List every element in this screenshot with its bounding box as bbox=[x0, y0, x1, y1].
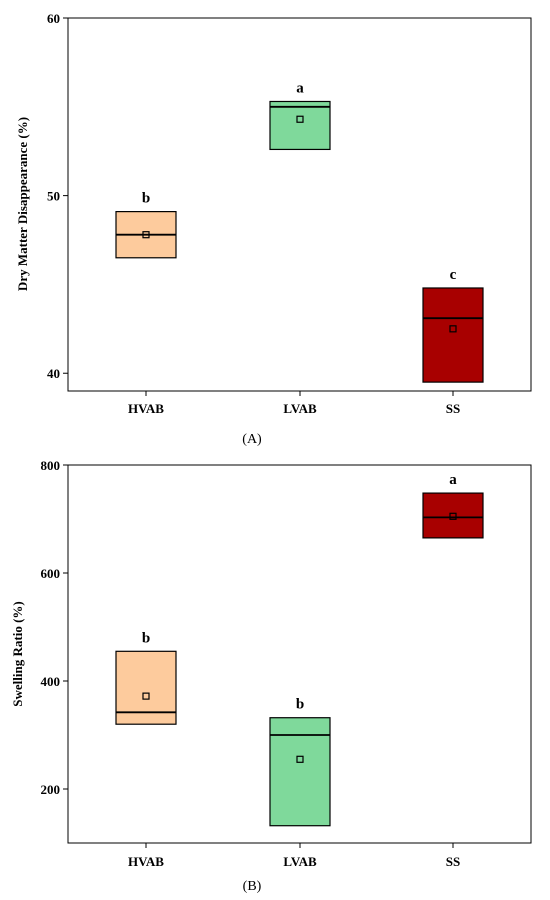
y-tick-label-b-1: 400 bbox=[41, 674, 61, 689]
panel-label-b: (B) bbox=[243, 879, 262, 894]
panel-b: Swelling Ratio (%) (B) 200 400 600 800 HVAB… bbox=[10, 458, 532, 894]
y-axis-title-b: Swelling Ratio (%) bbox=[10, 601, 25, 706]
x-tick-label-a-2: SS bbox=[446, 401, 460, 416]
y-tick-label-a-0: 40 bbox=[47, 366, 60, 381]
boxes-b: b b a bbox=[115, 472, 484, 827]
x-tick-labels-b: HVAB LVAB SS bbox=[128, 843, 460, 869]
x-tick-label-b-1: LVAB bbox=[283, 854, 317, 869]
y-tick-label-b-0: 200 bbox=[41, 782, 61, 797]
mean-marker-b-ss bbox=[449, 512, 457, 520]
boxes-a: b a c bbox=[115, 80, 484, 383]
y-tick-label-a-2: 60 bbox=[47, 11, 60, 26]
y-tick-label-b-3: 800 bbox=[41, 458, 61, 473]
x-tick-label-b-2: SS bbox=[446, 854, 460, 869]
box-a-ss bbox=[422, 287, 484, 383]
mean-marker-a-ss bbox=[449, 325, 457, 333]
x-tick-label-b-0: HVAB bbox=[128, 854, 164, 869]
significance-letter-b-hvab: b bbox=[142, 630, 150, 646]
significance-letter-a-ss: c bbox=[450, 267, 457, 283]
box-b-ss bbox=[422, 492, 484, 539]
y-ticks-a: 40 50 60 bbox=[47, 11, 68, 381]
panel-a: Dry Matter Disappearance (%) (A) 405060 … bbox=[15, 11, 532, 447]
x-tick-labels-a: HVAB LVAB SS bbox=[128, 391, 460, 416]
significance-letter-a-lvab: a bbox=[296, 80, 304, 96]
significance-letter-b-ss: a bbox=[449, 472, 457, 488]
x-tick-label-a-1: LVAB bbox=[283, 401, 317, 416]
y-tick-label-a-1: 50 bbox=[47, 189, 60, 204]
y-ticks-b: 200 400 600 800 bbox=[41, 458, 68, 797]
box-b-lvab bbox=[269, 717, 331, 827]
box-a-lvab bbox=[269, 100, 331, 151]
panel-label-a: (A) bbox=[242, 432, 262, 447]
mean-marker-b-lvab bbox=[296, 755, 304, 763]
significance-letter-b-lvab: b bbox=[296, 697, 304, 713]
box-b-hvab bbox=[115, 650, 177, 725]
significance-letter-a-hvab: b bbox=[142, 191, 150, 207]
y-axis-title-a: Dry Matter Disappearance (%) bbox=[15, 117, 30, 291]
mean-marker-a-hvab bbox=[142, 231, 150, 239]
mean-marker-a-lvab bbox=[296, 115, 304, 123]
mean-marker-b-hvab bbox=[142, 692, 150, 700]
y-tick-label-b-2: 600 bbox=[41, 566, 61, 581]
x-tick-label-a-0: HVAB bbox=[128, 401, 164, 416]
